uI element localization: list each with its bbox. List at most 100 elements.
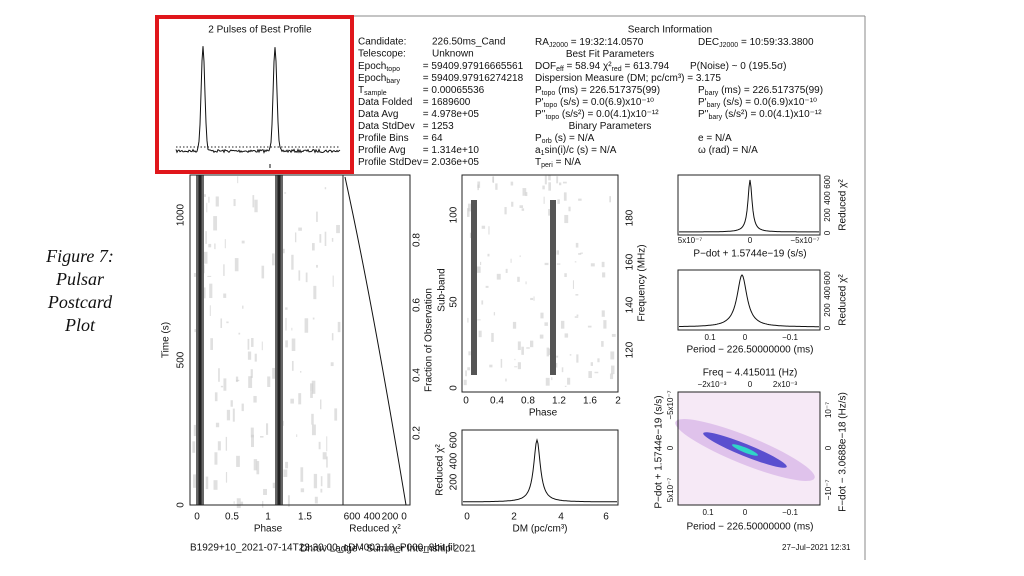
subscript: bary — [709, 114, 723, 121]
info-label: Data Avg — [358, 109, 398, 120]
noise — [253, 395, 257, 403]
y-tick-label: 600 — [823, 175, 832, 189]
noise — [234, 258, 239, 272]
noise — [272, 253, 275, 266]
noise — [225, 472, 228, 483]
noise — [601, 341, 604, 347]
noise — [525, 192, 528, 197]
noise — [324, 187, 327, 190]
noise — [203, 194, 206, 197]
noise — [551, 377, 553, 381]
noise — [477, 319, 481, 321]
y-tick-label: 200 — [449, 473, 460, 490]
noise — [610, 351, 615, 360]
noise — [556, 250, 560, 255]
x-tick-label: 200 — [382, 512, 399, 523]
noise — [578, 198, 582, 201]
x-tick-label: 0 — [463, 396, 469, 407]
noise — [510, 181, 514, 186]
info-line: Pbary (ms) = 226.517375(99) — [698, 85, 823, 97]
text-segment: P' — [535, 97, 544, 108]
noise — [564, 385, 567, 387]
noise — [226, 409, 231, 421]
noise — [467, 317, 469, 323]
top-axis-label: Freq − 4.415011 (Hz) — [703, 368, 798, 379]
caption-line: Figure 7: — [45, 246, 114, 266]
noise — [530, 297, 534, 301]
info-label: Data StdDev — [358, 121, 415, 132]
noise — [496, 273, 501, 280]
noise — [254, 199, 258, 213]
subscript: J2000 — [549, 42, 568, 49]
noise — [517, 276, 520, 282]
info-value: = 1253 — [420, 121, 454, 132]
y2-axis-label: F−dot − 3.0688e−18 (Hz/s) — [838, 392, 849, 512]
noise — [337, 321, 341, 333]
noise — [578, 253, 582, 255]
noise — [208, 243, 212, 248]
noise — [491, 332, 494, 342]
x-axis-label: Period − 226.50000000 (ms) — [686, 345, 813, 356]
noise — [540, 312, 544, 319]
noise — [287, 495, 290, 507]
noise — [214, 243, 216, 250]
x-tick-label: −0.1 — [782, 508, 798, 517]
text-segment: P(Noise) ~ 0 (195.5σ) — [690, 61, 787, 72]
noise — [298, 393, 302, 405]
info-label: T — [358, 85, 364, 96]
caption-line: Plot — [64, 315, 96, 335]
noise — [530, 340, 534, 348]
y-tick-label: 400 — [823, 286, 832, 300]
noise — [313, 473, 318, 489]
noise — [567, 377, 571, 385]
noise — [237, 176, 239, 184]
x-tick-label: 6 — [603, 512, 609, 523]
noise — [291, 254, 294, 270]
y-tick-label: 0 — [823, 230, 832, 235]
info-line: Epochbary = 59409.97916274218 — [358, 73, 524, 85]
noise — [512, 321, 517, 329]
noise — [545, 377, 550, 386]
pdot-curve — [679, 179, 819, 233]
noise — [304, 318, 309, 333]
noise — [305, 272, 308, 283]
subscript: bary — [705, 90, 719, 97]
info-label: Telescope: — [358, 49, 406, 60]
x-tick-label: 2 — [615, 396, 621, 407]
info-line: Data Folded = 1689600 — [358, 97, 471, 108]
noise — [252, 195, 255, 208]
noise — [193, 273, 197, 277]
highlight-box — [155, 15, 354, 174]
text-segment: (s) = N/A — [552, 133, 595, 144]
noise — [261, 341, 263, 351]
noise — [311, 380, 316, 394]
noise — [564, 273, 567, 278]
noise — [557, 199, 560, 204]
x-tick-label: 400 — [364, 512, 381, 523]
info-line: Profile StdDev = 2.036e+05 — [358, 157, 479, 168]
noise — [316, 264, 318, 268]
noise — [588, 371, 592, 378]
noise — [247, 338, 250, 350]
noise — [488, 226, 490, 235]
noise — [235, 376, 239, 383]
info-line: P''topo (s/s²) = 0.0(4.1)x10⁻¹² — [535, 109, 659, 121]
y-tick-label: 0.6 — [412, 298, 423, 312]
noise — [493, 312, 496, 316]
info-value: = 1689600 — [420, 97, 471, 108]
subscript: topo — [546, 114, 560, 121]
noise — [548, 182, 551, 191]
noise — [555, 362, 558, 368]
noise — [500, 358, 503, 368]
y-tick-label: 0 — [666, 445, 675, 450]
noise — [548, 209, 551, 216]
text-segment: (s/s²) = 0.0(4.1)x10⁻¹² — [722, 109, 822, 120]
noise — [576, 314, 579, 317]
noise — [319, 234, 322, 243]
period-axes — [677, 269, 821, 331]
noise — [205, 476, 209, 490]
y-tick-label: −5x10⁻⁷ — [666, 390, 675, 419]
y2-tick-label: 180 — [625, 209, 636, 226]
noise — [298, 227, 302, 231]
info-value: = 0.00065536 — [420, 85, 485, 96]
